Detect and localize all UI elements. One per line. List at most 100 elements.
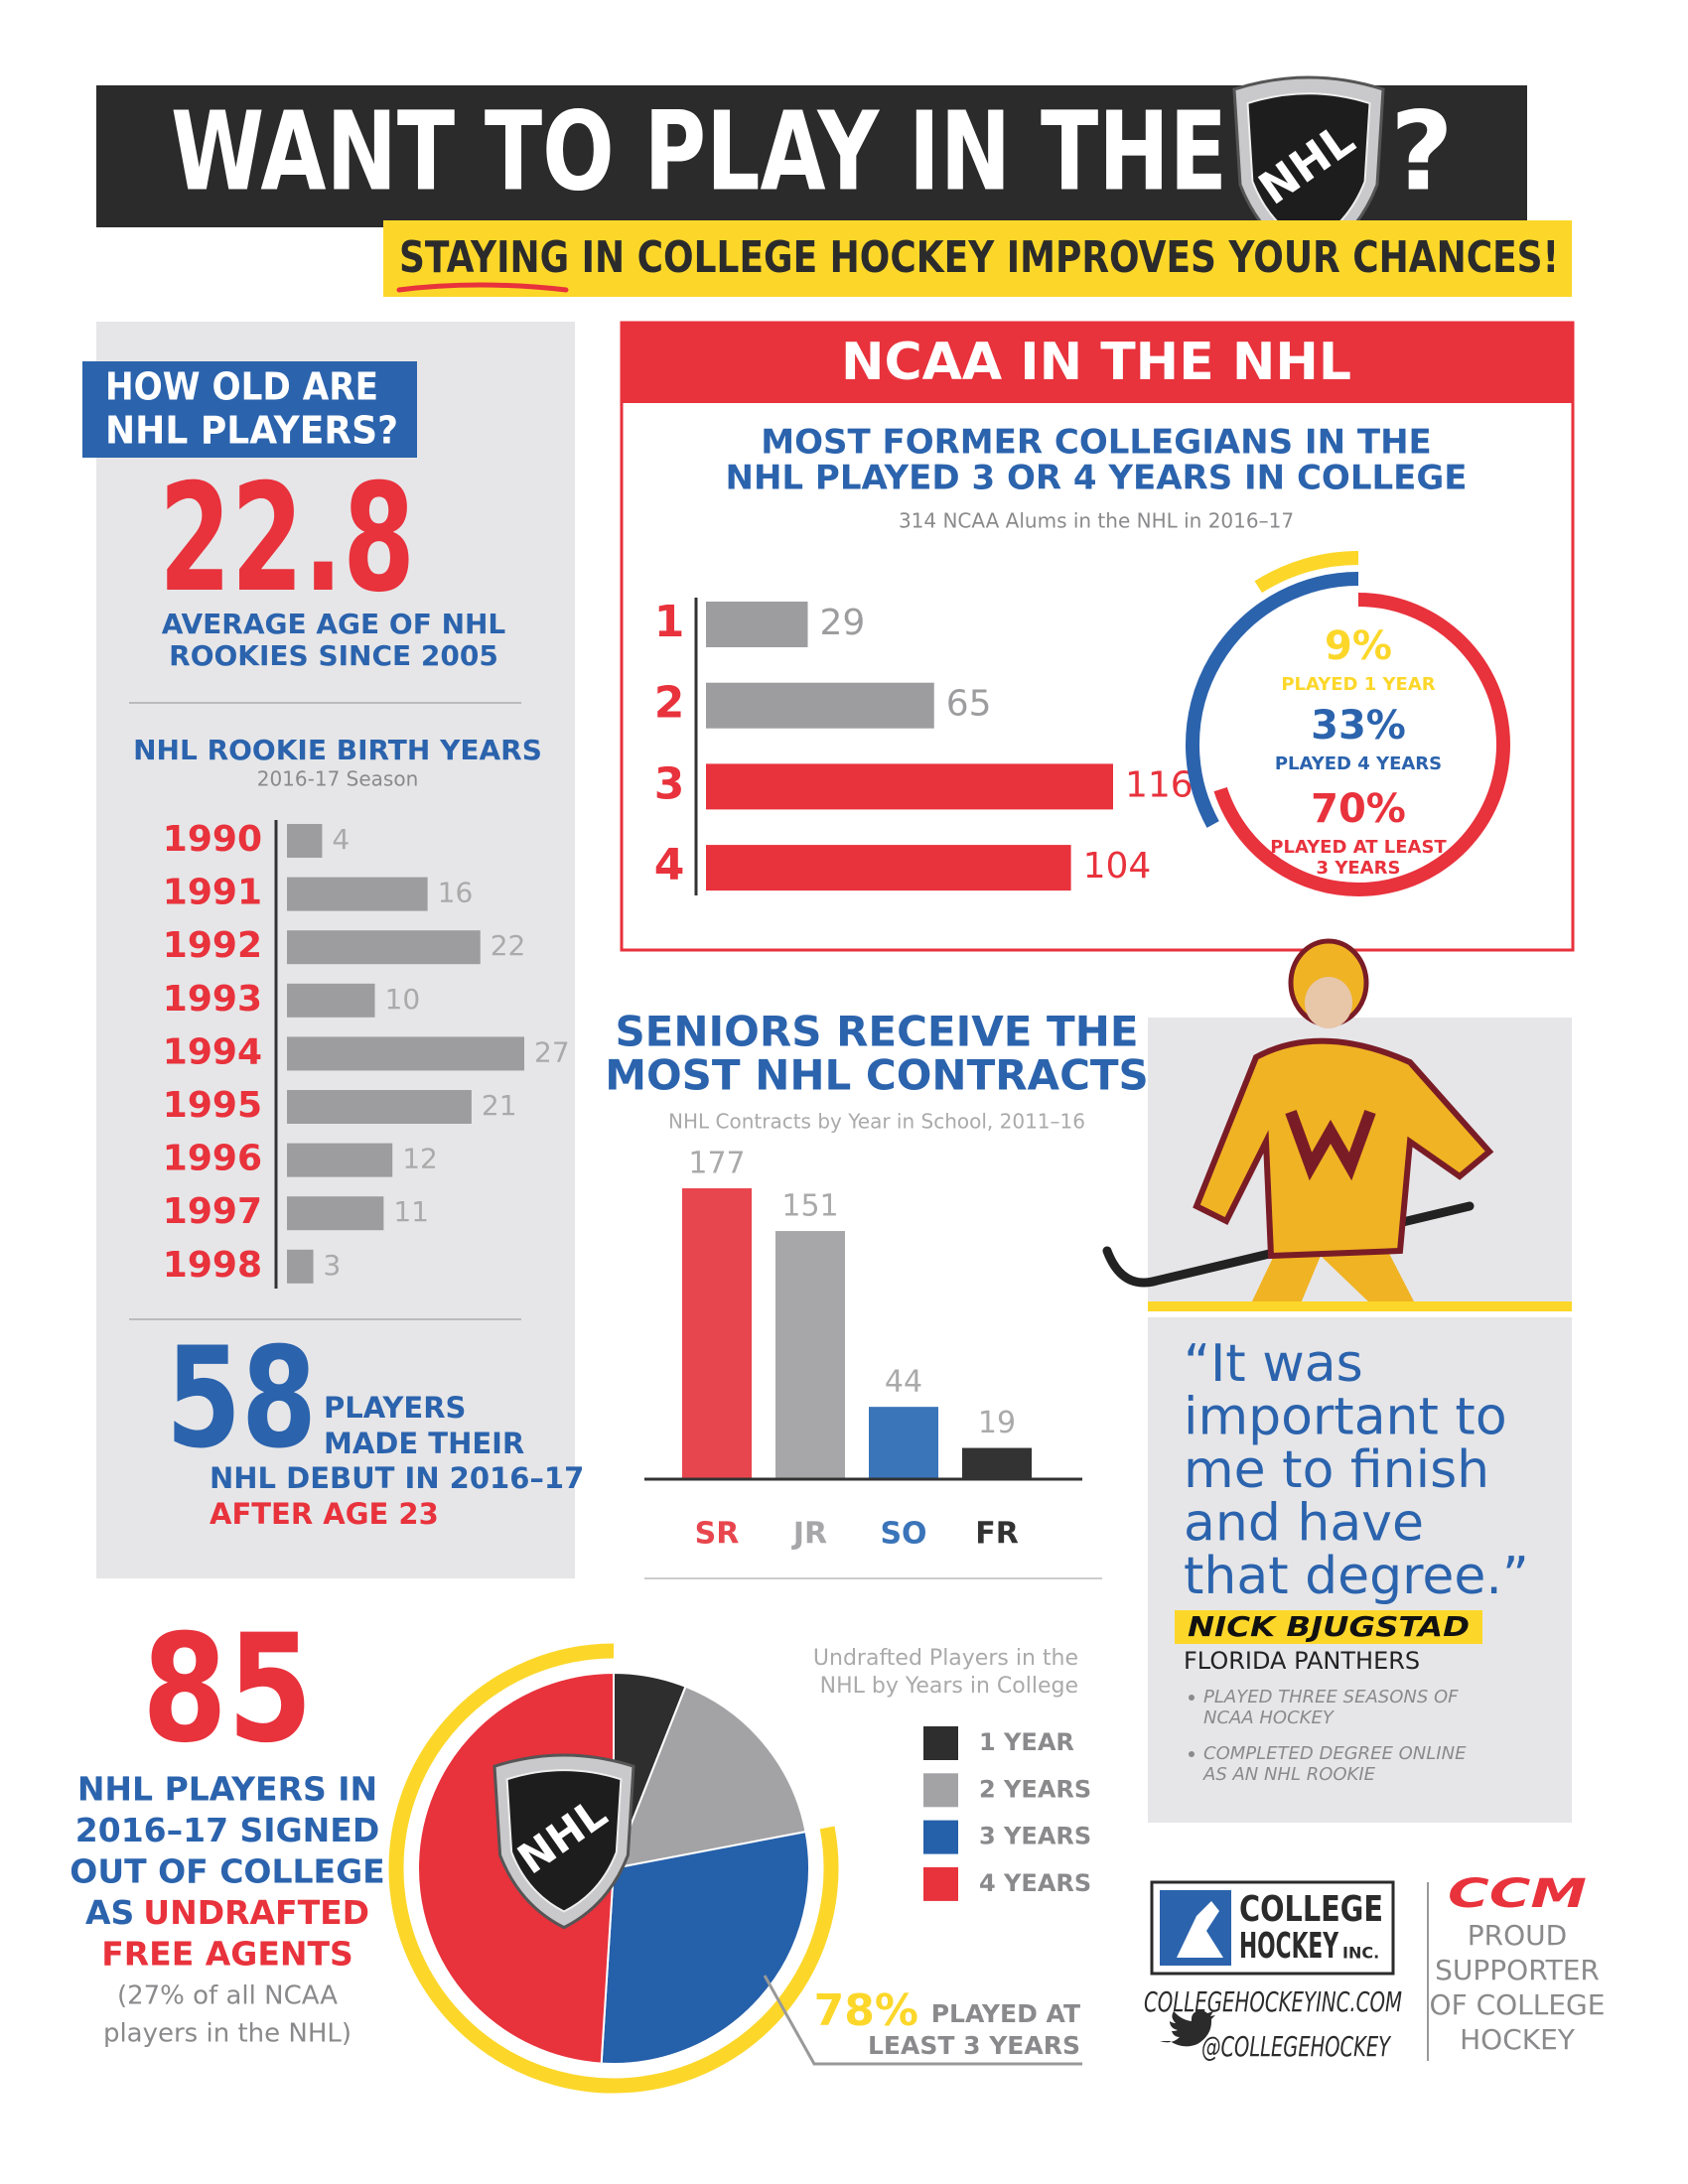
y-tick-label: 1991: [163, 873, 262, 913]
undrafted-text: AS UNDRAFTED: [85, 1893, 369, 1932]
ring-label: 3 YEARS: [1317, 858, 1401, 879]
quote-line: “It was: [1184, 1334, 1363, 1394]
debut-text: MADE THEIR: [324, 1427, 524, 1460]
value-label: 116: [1125, 764, 1194, 805]
y-tick-label: 1994: [163, 1031, 262, 1072]
name-box: [1175, 1610, 1482, 1644]
quote-line: that degree.”: [1184, 1547, 1529, 1606]
bar: [287, 1036, 524, 1071]
stick: [1102, 1201, 1475, 1288]
value-label: 4: [332, 823, 350, 856]
undrafted-text: OUT OF COLLEGE: [70, 1852, 384, 1891]
highlight-text: PLAYED AT: [931, 1999, 1080, 2028]
quote-line: important to: [1184, 1388, 1507, 1447]
ring-label: PLAYED AT LEAST: [1270, 837, 1447, 858]
bar: [287, 1249, 314, 1284]
player-illustration: [1102, 938, 1494, 1303]
ring-value: 70%: [1311, 786, 1406, 832]
y-tick-label: 1: [654, 597, 685, 647]
legend-title: Undrafted Players in the: [813, 1646, 1078, 1671]
chart-title: MOST NHL CONTRACTS: [605, 1051, 1149, 1100]
value-label: 16: [438, 877, 474, 909]
legend-label: 4 YEARS: [979, 1869, 1091, 1897]
bullet-text: AS AN NHL ROOKIE: [1202, 1764, 1376, 1785]
twitter: @COLLEGEHOCKEY: [1201, 2030, 1391, 2063]
sponsor-text: PROUD: [1468, 1919, 1567, 1952]
logo-inner: [1246, 92, 1371, 246]
debut-text: NHL DEBUT IN 2016–17: [210, 1461, 584, 1495]
x-tick-label: FR: [975, 1517, 1019, 1552]
chi-logo-text: HOCKEY: [1239, 1926, 1339, 1967]
legend-label: 3 YEARS: [979, 1823, 1091, 1850]
x-tick-label: SR: [695, 1517, 740, 1552]
value-label: 12: [402, 1143, 438, 1175]
caption: ROOKIES SINCE 2005: [169, 639, 498, 672]
chart-title: NHL PLAYED 3 OR 4 YEARS IN COLLEGE: [725, 459, 1467, 498]
chart-subtitle: 2016-17 Season: [257, 767, 419, 791]
value-label: 29: [820, 603, 866, 643]
y-tick-label: 1998: [163, 1245, 262, 1286]
value-label: 177: [688, 1147, 745, 1181]
highlight-arc: [388, 1643, 839, 2094]
undrafted-highlight: FREE AGENTS: [101, 1935, 353, 1974]
chi-logo-text: INC.: [1342, 1944, 1379, 1963]
leader-line: [763, 1975, 1082, 2066]
value-label: 151: [781, 1189, 838, 1224]
value-label: 27: [534, 1035, 570, 1068]
highlight-label: 78%: [814, 1985, 918, 2036]
ring-value: 9%: [1325, 623, 1392, 669]
chart-subtitle: NHL Contracts by Year in School, 2011–16: [668, 1110, 1085, 1134]
y-tick-label: 1992: [163, 925, 262, 966]
chi-logo-player: [1177, 1901, 1223, 1958]
bullet: [1189, 1695, 1195, 1701]
bar: [869, 1407, 938, 1479]
value-label: 21: [482, 1089, 517, 1122]
value-label: 11: [393, 1195, 429, 1228]
value-label: 19: [978, 1406, 1016, 1440]
quote-line: me to finish: [1184, 1440, 1489, 1500]
face: [1305, 977, 1352, 1028]
heading-box: [82, 361, 417, 458]
y-tick-label: 1993: [163, 979, 262, 1020]
value-label: 65: [946, 684, 992, 725]
sponsor-text: HOCKEY: [1460, 2023, 1576, 2056]
y-tick-label: 4: [654, 840, 685, 890]
quote-team: FLORIDA PANTHERS: [1184, 1647, 1420, 1675]
pie-slice: [600, 1830, 810, 2065]
legend-swatch: [923, 1866, 958, 1901]
bar: [706, 602, 808, 647]
value-label: 3: [324, 1249, 342, 1282]
bullet-text: NCAA HOCKEY: [1203, 1707, 1336, 1728]
legend-swatch: [923, 1726, 958, 1760]
x-tick-label: JR: [791, 1517, 827, 1552]
bar: [287, 877, 428, 911]
bar: [287, 1143, 393, 1177]
subtitle-bar: [383, 220, 1572, 297]
debut-text: PLAYERS: [324, 1391, 466, 1425]
legend-label: 2 YEARS: [979, 1775, 1091, 1803]
highlight-text: LEAST 3 YEARS: [868, 2031, 1080, 2060]
bar: [287, 930, 481, 965]
chart-title: SENIORS RECEIVE THE: [615, 1008, 1138, 1056]
website: COLLEGEHOCKEYINC.COM: [1144, 1985, 1402, 2018]
section-title: NCAA IN THE NHL: [841, 333, 1351, 392]
debut-highlight: AFTER AGE 23: [210, 1497, 439, 1531]
nhl-logo: NHL: [1232, 75, 1385, 264]
bar: [775, 1231, 845, 1479]
chi-logo-text: COLLEGE: [1239, 1889, 1383, 1930]
logo-inner: [505, 1769, 623, 1913]
undrafted-highlight: UNDRAFTED: [143, 1893, 369, 1932]
panel-header: [621, 322, 1574, 403]
legend-swatch: [923, 1773, 958, 1808]
legend-label: 1 YEAR: [979, 1728, 1074, 1756]
bar: [706, 845, 1071, 891]
bar: [706, 763, 1113, 810]
pie-slice: [612, 1685, 807, 1870]
undrafted-note: (27% of all NCAA: [117, 1981, 338, 2011]
bullet-text: PLAYED THREE SEASONS OF: [1203, 1687, 1459, 1707]
undrafted-note: players in the NHL): [103, 2019, 352, 2049]
letter: [1285, 1109, 1376, 1181]
bar: [287, 824, 323, 858]
sponsor-text: OF COLLEGE: [1430, 1988, 1606, 2021]
